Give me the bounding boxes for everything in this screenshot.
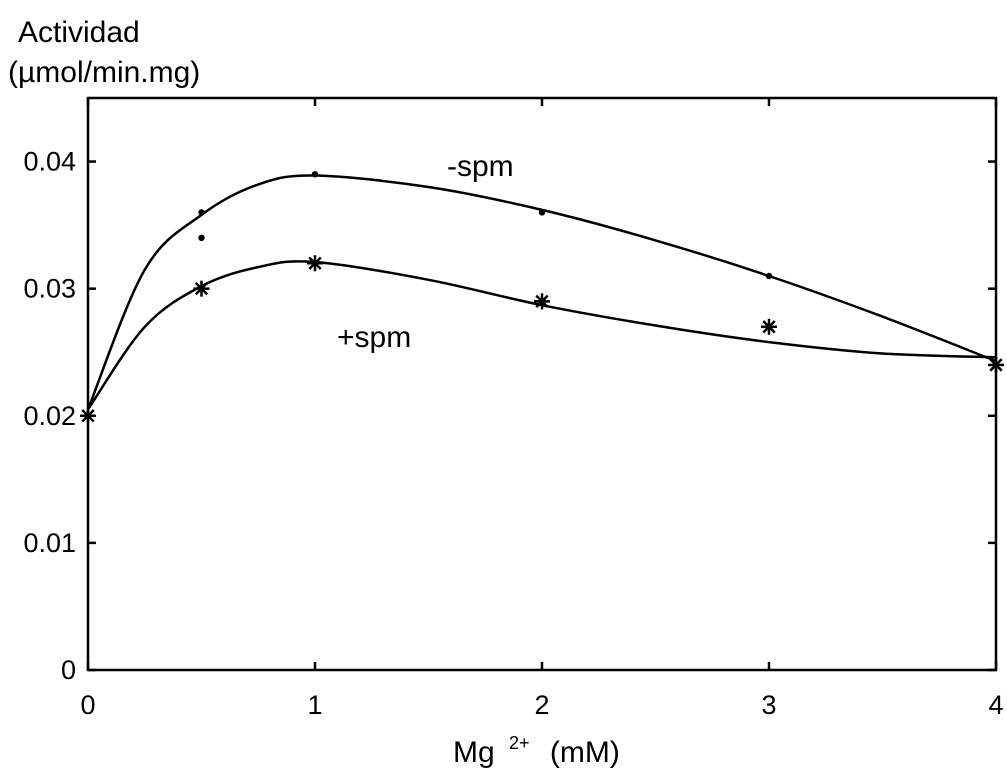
y-axis-title-line2: (µmol/min.mg) <box>8 56 200 89</box>
data-point-spm-minus <box>198 209 205 216</box>
y-tick-label: 0.02 <box>23 401 76 431</box>
y-tick-label: 0.03 <box>23 274 76 304</box>
data-point-spm-minus <box>198 234 205 242</box>
y-tick-label: 0 <box>61 655 76 685</box>
data-point-spm-minus <box>311 171 319 178</box>
y-axis-title-line1: Actividad <box>18 16 140 49</box>
series-labels: -spm +spm <box>337 150 514 354</box>
series-line-spm-plus <box>86 260 997 411</box>
data-point-spm-plus <box>761 318 777 335</box>
x-tick-label: 4 <box>988 690 1003 720</box>
plot-frame <box>86 96 998 672</box>
x-axis-label-superscript: 2+ <box>509 733 530 753</box>
series-curves <box>86 174 997 411</box>
y-tick-label: 0.04 <box>23 147 76 177</box>
data-point-spm-plus <box>988 356 1004 373</box>
x-tick-label: 3 <box>761 690 776 720</box>
data-point-spm-plus <box>193 280 210 297</box>
x-axis-label-main: Mg <box>453 736 495 769</box>
series-label: -spm <box>447 150 514 183</box>
data-point-spm-minus <box>538 209 546 216</box>
x-tick-label: 0 <box>80 690 95 720</box>
data-point-spm-minus <box>765 272 773 280</box>
x-axis-label: Mg 2+ (mM) <box>453 723 620 769</box>
axis-ticks: 0 1 2 3 4 0 0.01 0.02 0.03 0.04 <box>23 98 1004 720</box>
x-tick-label: 2 <box>534 690 549 720</box>
x-axis-label-unit: (mM) <box>550 736 620 769</box>
data-point-spm-plus <box>80 407 96 424</box>
data-point-spm-plus <box>307 255 323 272</box>
y-tick-label: 0.01 <box>23 528 76 558</box>
x-tick-label: 1 <box>307 690 322 720</box>
series-label: +spm <box>337 321 411 354</box>
series-line-spm-minus <box>86 174 997 410</box>
series-markers <box>80 171 1004 424</box>
data-point-spm-plus <box>534 293 550 310</box>
